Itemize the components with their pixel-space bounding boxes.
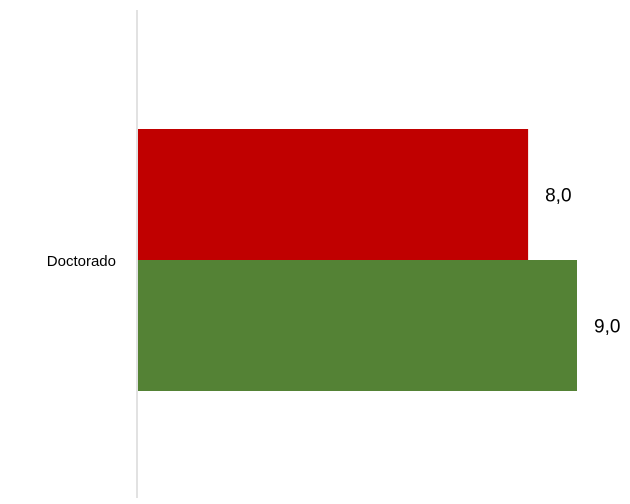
- bar-series-2: [138, 260, 577, 391]
- data-label-series-2: 9,0: [594, 317, 620, 338]
- bars-group: [138, 129, 577, 391]
- category-label: Doctorado: [47, 253, 116, 270]
- labels-group: Doctorado 8,0 9,0: [47, 186, 621, 338]
- bar-series-1: [138, 129, 529, 260]
- data-label-series-1: 8,0: [545, 186, 571, 207]
